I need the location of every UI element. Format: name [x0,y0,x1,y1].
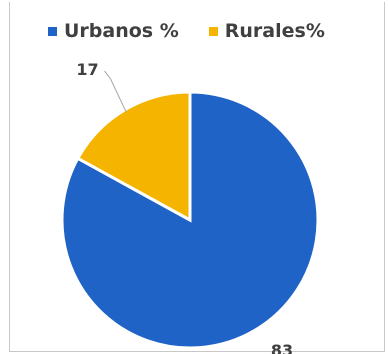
data-label-rurales: 17 [76,60,98,79]
legend-swatch-rurales [208,26,218,36]
data-label-urbanos: 83 [271,341,293,354]
chart-frame [9,2,385,352]
legend-item-urbanos: Urbanos % [48,20,179,42]
chart-legend: Urbanos % Rurales% [48,20,355,42]
legend-label-rurales: Rurales% [224,20,325,42]
leader-line-rurales [104,70,127,113]
legend-item-rurales: Rurales% [208,20,325,42]
legend-label-urbanos: Urbanos % [64,20,179,42]
legend-swatch-urbanos [48,26,57,36]
